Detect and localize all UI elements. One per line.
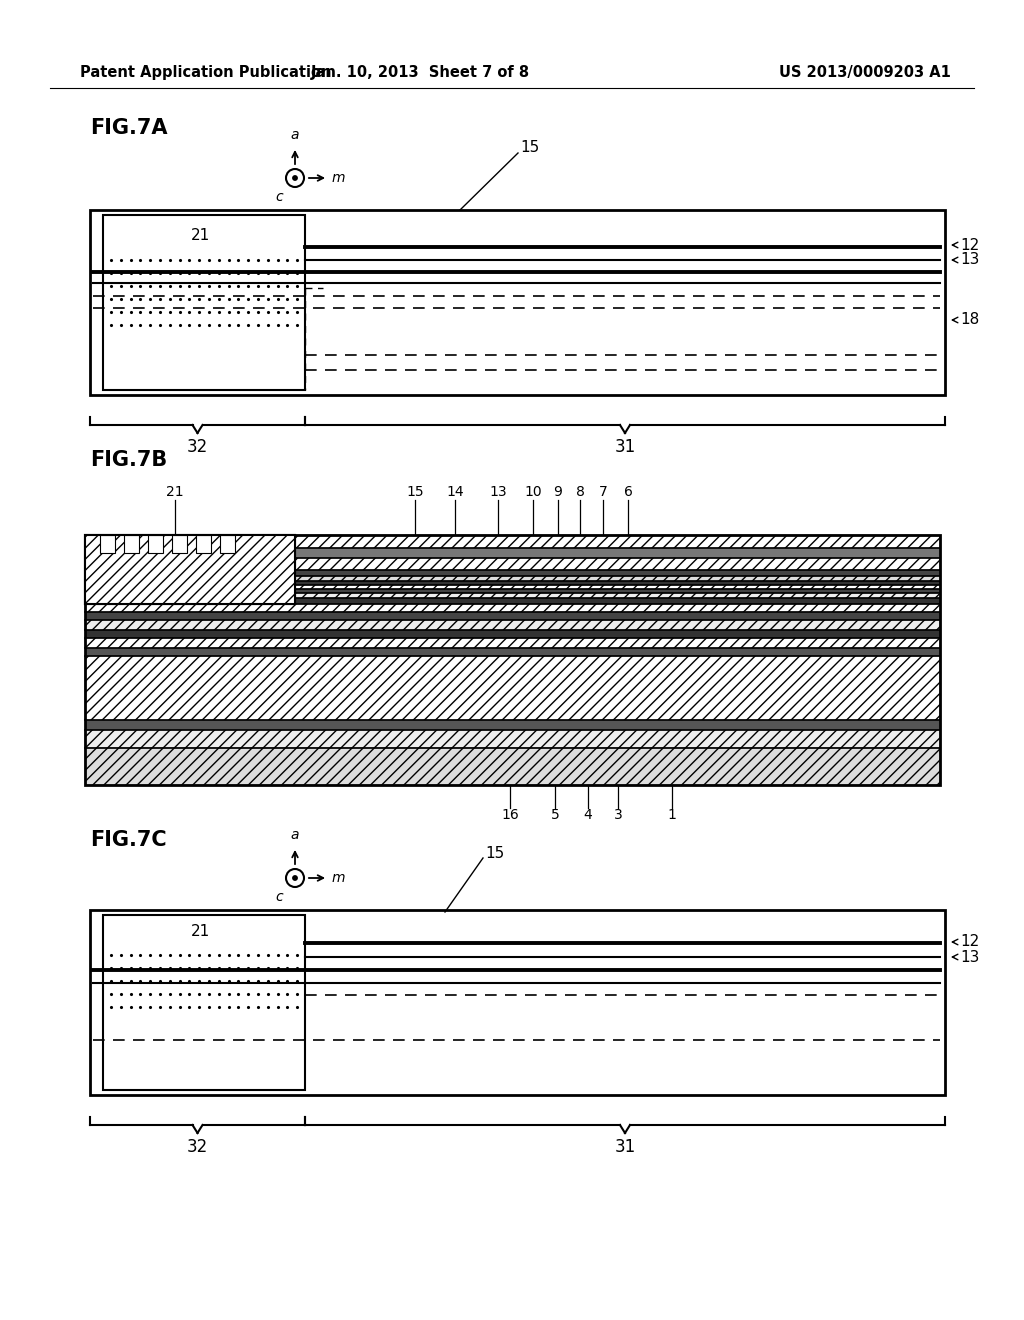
Bar [148,535,163,553]
Bar [85,535,940,785]
Circle shape [293,875,297,880]
Bar [85,605,940,612]
Bar [85,589,940,593]
Bar [172,535,187,553]
Bar [85,656,940,719]
Text: a: a [291,828,299,842]
Bar [90,210,945,395]
Text: 5: 5 [551,808,559,822]
Bar [85,585,940,589]
Bar [85,638,940,648]
Circle shape [293,176,297,181]
Text: 12: 12 [961,935,979,949]
Text: 13: 13 [961,252,979,268]
Bar [85,730,940,748]
Bar [85,598,940,605]
Text: 21: 21 [190,924,210,940]
Bar [220,535,234,553]
Bar [85,535,295,605]
Text: a: a [291,128,299,143]
Text: 31: 31 [614,438,636,455]
Text: m: m [332,172,345,185]
Text: 21: 21 [166,484,184,499]
Text: 15: 15 [485,846,505,861]
Bar [85,558,940,570]
Bar [85,593,940,598]
Text: c: c [275,190,283,205]
Bar [85,535,295,605]
Bar [85,570,940,576]
Text: 18: 18 [961,313,979,327]
Text: Jan. 10, 2013  Sheet 7 of 8: Jan. 10, 2013 Sheet 7 of 8 [310,65,529,79]
Text: 12: 12 [961,238,979,252]
Bar [85,719,940,730]
Text: m: m [332,871,345,884]
Bar [85,535,940,785]
Text: Patent Application Publication: Patent Application Publication [80,65,332,79]
Text: US 2013/0009203 A1: US 2013/0009203 A1 [779,65,951,79]
Bar [100,535,115,553]
Bar [85,548,940,558]
Bar [85,648,940,656]
Text: 10: 10 [524,484,542,499]
Bar [103,915,305,1090]
Bar [85,535,940,548]
Text: 1: 1 [668,808,677,822]
Text: 6: 6 [624,484,633,499]
Text: 8: 8 [575,484,585,499]
Bar [85,620,940,630]
Bar [85,581,940,585]
Bar [85,612,940,620]
Text: 31: 31 [614,1138,636,1156]
Bar [103,215,305,389]
Bar [85,535,295,605]
Text: 3: 3 [613,808,623,822]
Text: 15: 15 [520,140,540,156]
Text: 13: 13 [961,949,979,965]
Bar [196,535,211,553]
Text: c: c [275,890,283,904]
Bar [85,576,940,581]
Bar [90,909,945,1096]
Text: 9: 9 [554,484,562,499]
Text: FIG.7A: FIG.7A [90,117,168,139]
Text: 4: 4 [584,808,592,822]
Text: 32: 32 [186,1138,208,1156]
Text: 15: 15 [407,484,424,499]
Text: 32: 32 [186,438,208,455]
Text: 21: 21 [190,227,210,243]
Text: 16: 16 [501,808,519,822]
Text: 14: 14 [446,484,464,499]
Bar [124,535,139,553]
Bar [85,630,940,638]
Bar [85,748,940,785]
Text: 7: 7 [599,484,607,499]
Text: FIG.7C: FIG.7C [90,830,167,850]
Text: FIG.7B: FIG.7B [90,450,167,470]
Text: 13: 13 [489,484,507,499]
